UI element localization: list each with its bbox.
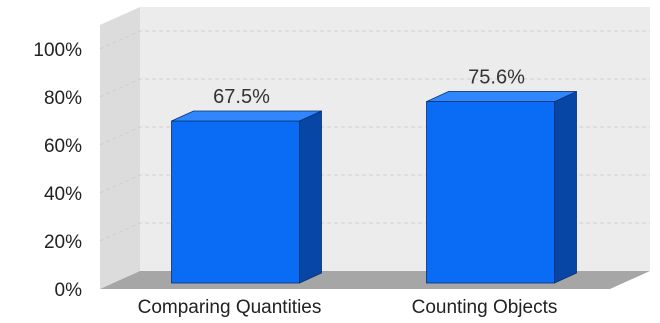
bar-front [171,120,300,284]
gridline-100 [99,30,650,50]
left-side-wall [100,7,140,289]
bar-top [426,91,577,102]
bar-top [171,110,322,122]
data-label: 67.5% [213,86,270,108]
gridline-20 [99,222,650,242]
y-tick-label: 60% [44,136,82,157]
category-labels: Comparing Quantities Counting Objects [138,297,558,318]
data-label: 75.6% [468,67,525,89]
bar-1 [171,110,322,284]
category-label: Counting Objects [412,297,558,318]
gridline-40 [99,174,650,194]
bar-side [554,90,577,284]
bar-side [299,110,322,284]
y-tick-label: 100% [33,40,82,61]
gridline-60 [99,126,650,146]
y-tick-label: 20% [44,232,82,253]
bars: 67.5% 75.6% [171,67,577,284]
gridlines [99,30,650,242]
y-axis-ticks: 0% 20% 40% 60% 80% 100% [33,40,82,301]
category-label: Comparing Quantities [138,297,322,318]
bar-front [426,101,555,284]
y-tick-label: 40% [44,184,82,205]
y-tick-label: 80% [44,88,82,109]
bar-2 [426,90,577,284]
y-tick-label: 0% [55,280,83,301]
gridline-80 [99,78,650,98]
